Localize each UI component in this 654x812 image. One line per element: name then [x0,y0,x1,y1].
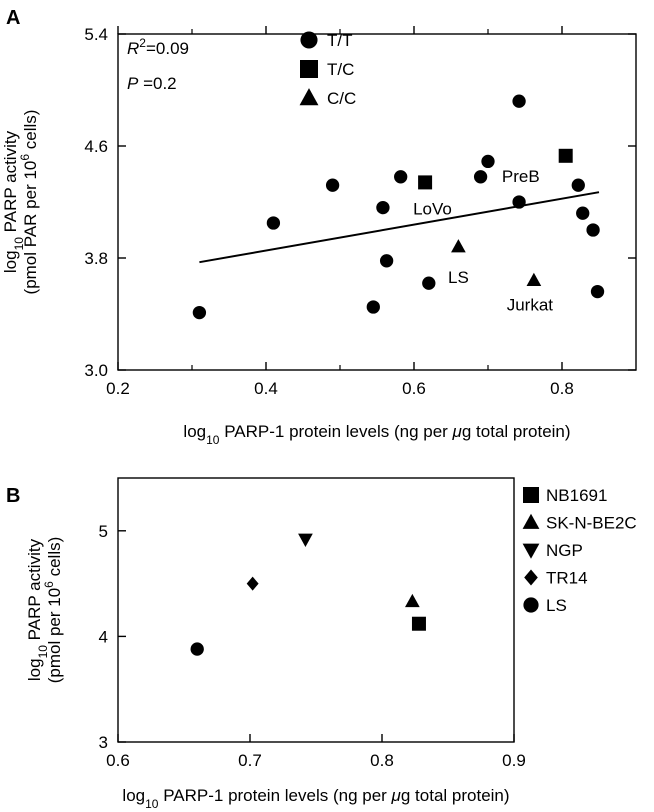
point-t-t [325,178,340,192]
x-axis-title: log10 PARP-1 protein levels (ng per μg t… [122,786,509,811]
point-t-t [576,206,590,220]
legend-marker-ls [523,597,539,613]
y-axis-title: log10 PARP activity (pmol per 106 cells) [25,537,64,684]
point-c-c [451,239,466,253]
point-t-c [558,148,573,163]
x-tick-label: 0.6 [402,379,426,398]
legend-marker-nb1691 [523,487,539,503]
point-t-t [394,170,408,184]
point-t-t [481,154,495,169]
chart-panel-a: 0.2 0.4 0.6 0.8 3.0 3.8 4.6 5.4 log10 PARP-1 pro… [1,25,637,447]
legend-label-ls: LS [546,596,567,615]
legend-marker-ngp [522,543,540,559]
legend-label-c-c: C/C [327,89,356,108]
x-tick-label: 0.2 [106,379,130,398]
r-squared-label: R2=0.09 [127,36,189,58]
x-tick-label: 0.8 [370,751,394,770]
point-label-jurkat: Jurkat [507,295,554,314]
p-value-label: P =0.2 [127,74,177,93]
x-tick-label: 0.9 [502,751,526,770]
point-t-t [422,276,436,290]
legend-marker-tr14 [524,569,538,586]
point-t-t [192,305,207,320]
y-tick-label: 3.8 [84,249,108,268]
y-tick-label: 3 [99,733,108,752]
x-tick-label: 0.4 [254,379,278,398]
point-ngp [298,533,313,547]
point-t-t [512,94,526,108]
x-tick-label: 0.8 [550,379,574,398]
x-tick-label: 0.6 [106,751,130,770]
legend-label-sk-n-be2c: SK-N-BE2C [546,514,637,533]
y-tick-label: 4.6 [84,137,108,156]
point-ls [190,642,204,656]
y-tick-label: 4 [99,627,108,646]
y-axis-title-line2: (pmol PAR per 106 cells) [18,110,40,295]
legend-label-nb1691: NB1691 [546,486,607,505]
point-c-c [526,272,542,286]
x-axis-title: log10 PARP-1 protein levels (ng per μg t… [183,422,570,447]
chart-panel-b: 0.6 0.7 0.8 0.9 3 4 5 log10 PARP-1 protein leve… [25,477,637,811]
point-t-t [266,216,281,230]
point-sk-n-be2c [405,593,420,608]
y-tick-label: 5 [99,522,108,541]
y-axis-title: log10 PARP activity (pmol PAR per 106 cel… [1,110,40,295]
point-label-preb: PreB [502,167,540,186]
x-tick-label: 0.7 [238,751,262,770]
legend-label-t-t: T/T [327,31,353,50]
panel-label-b: B [6,485,20,507]
point-t-t [376,200,390,215]
point-t-t [571,178,585,192]
plot-frame [117,33,637,371]
legend-marker-c-c [299,88,319,106]
y-axis-title-line2: (pmol per 106 cells) [42,537,64,684]
point-label-lovo: LoVo [413,199,452,218]
legend-label-ngp: NGP [546,541,583,560]
y-tick-label: 5.4 [84,25,108,44]
legend-marker-t-t [300,31,318,49]
point-t-t [586,223,600,237]
point-nb1691 [411,616,426,631]
legend-marker-t-c [300,60,318,78]
panel-label-a: A [6,7,20,29]
y-axis-title-line1: log10 PARP activity [1,130,26,273]
y-tick-label: 3.0 [84,361,108,380]
legend-marker-sk-n-be2c [522,513,540,529]
point-t-t [512,195,526,209]
point-t-t [590,284,605,299]
point-t-t [473,170,488,184]
plot-frame [117,477,515,743]
point-t-t [366,300,380,314]
legend-label-t-c: T/C [327,60,354,79]
point-tr14 [246,576,259,591]
point-t-t [379,254,394,268]
fit-line [199,191,600,264]
y-axis-title-line1: log10 PARP activity [25,538,50,681]
point-label-ls: LS [448,268,469,287]
legend-label-tr14: TR14 [546,569,588,588]
point-t-c [418,175,433,190]
